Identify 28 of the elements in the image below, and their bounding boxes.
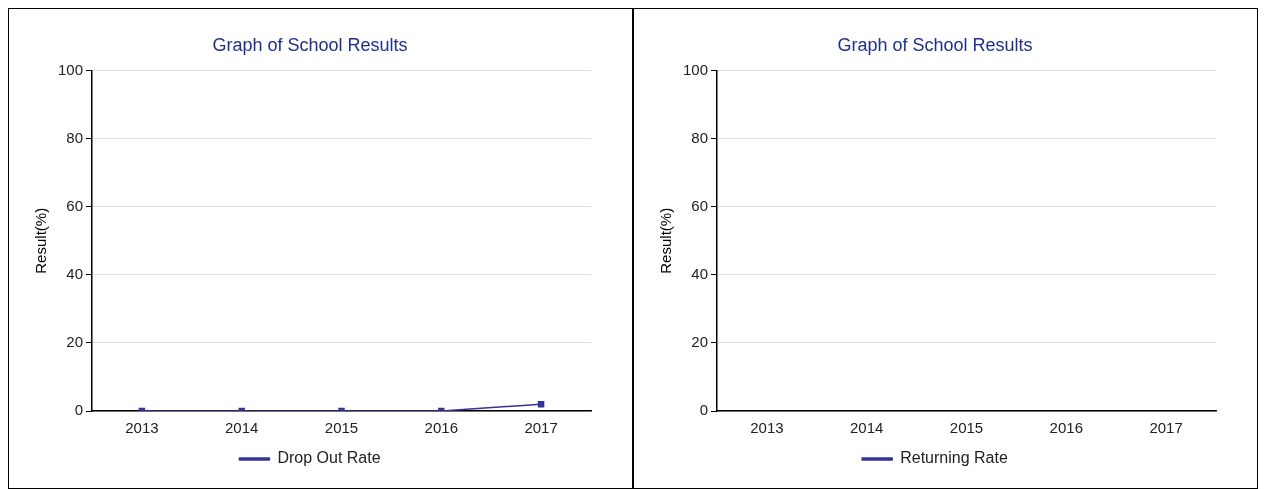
y-tick-label: 80: [691, 128, 709, 146]
y-tick-label: 0: [699, 401, 709, 419]
y-tick-label: 0: [74, 401, 84, 419]
y-tick-label: 20: [691, 333, 709, 351]
y-tick-label: 80: [66, 128, 84, 146]
x-tick-label: 2014: [225, 419, 259, 437]
y-tick-label: 40: [691, 264, 709, 282]
chart-title: Graph of School Results: [212, 34, 408, 55]
y-tick-label: 20: [66, 333, 84, 351]
x-tick-label: 2017: [524, 419, 558, 437]
x-tick-label: 2016: [424, 419, 458, 437]
y-tick-label: 60: [691, 196, 709, 214]
y-axis-title: Result(%): [657, 207, 675, 274]
x-tick-label: 2013: [750, 419, 784, 437]
legend-label: Returning Rate: [900, 449, 1008, 467]
legend-label: Drop Out Rate: [277, 449, 381, 467]
y-axis-title: Result(%): [32, 207, 50, 274]
chart-title: Graph of School Results: [837, 34, 1033, 55]
y-tick-label: 100: [58, 60, 84, 78]
y-tick-label: 100: [683, 60, 709, 78]
y-tick-label: 40: [66, 264, 84, 282]
x-tick-label: 2017: [1149, 419, 1183, 437]
x-tick-label: 2013: [125, 419, 159, 437]
y-tick-label: 60: [66, 196, 84, 214]
x-tick-label: 2016: [1049, 419, 1083, 437]
x-tick-label: 2015: [324, 419, 359, 437]
x-tick-label: 2015: [949, 419, 984, 437]
x-tick-label: 2014: [850, 419, 884, 437]
